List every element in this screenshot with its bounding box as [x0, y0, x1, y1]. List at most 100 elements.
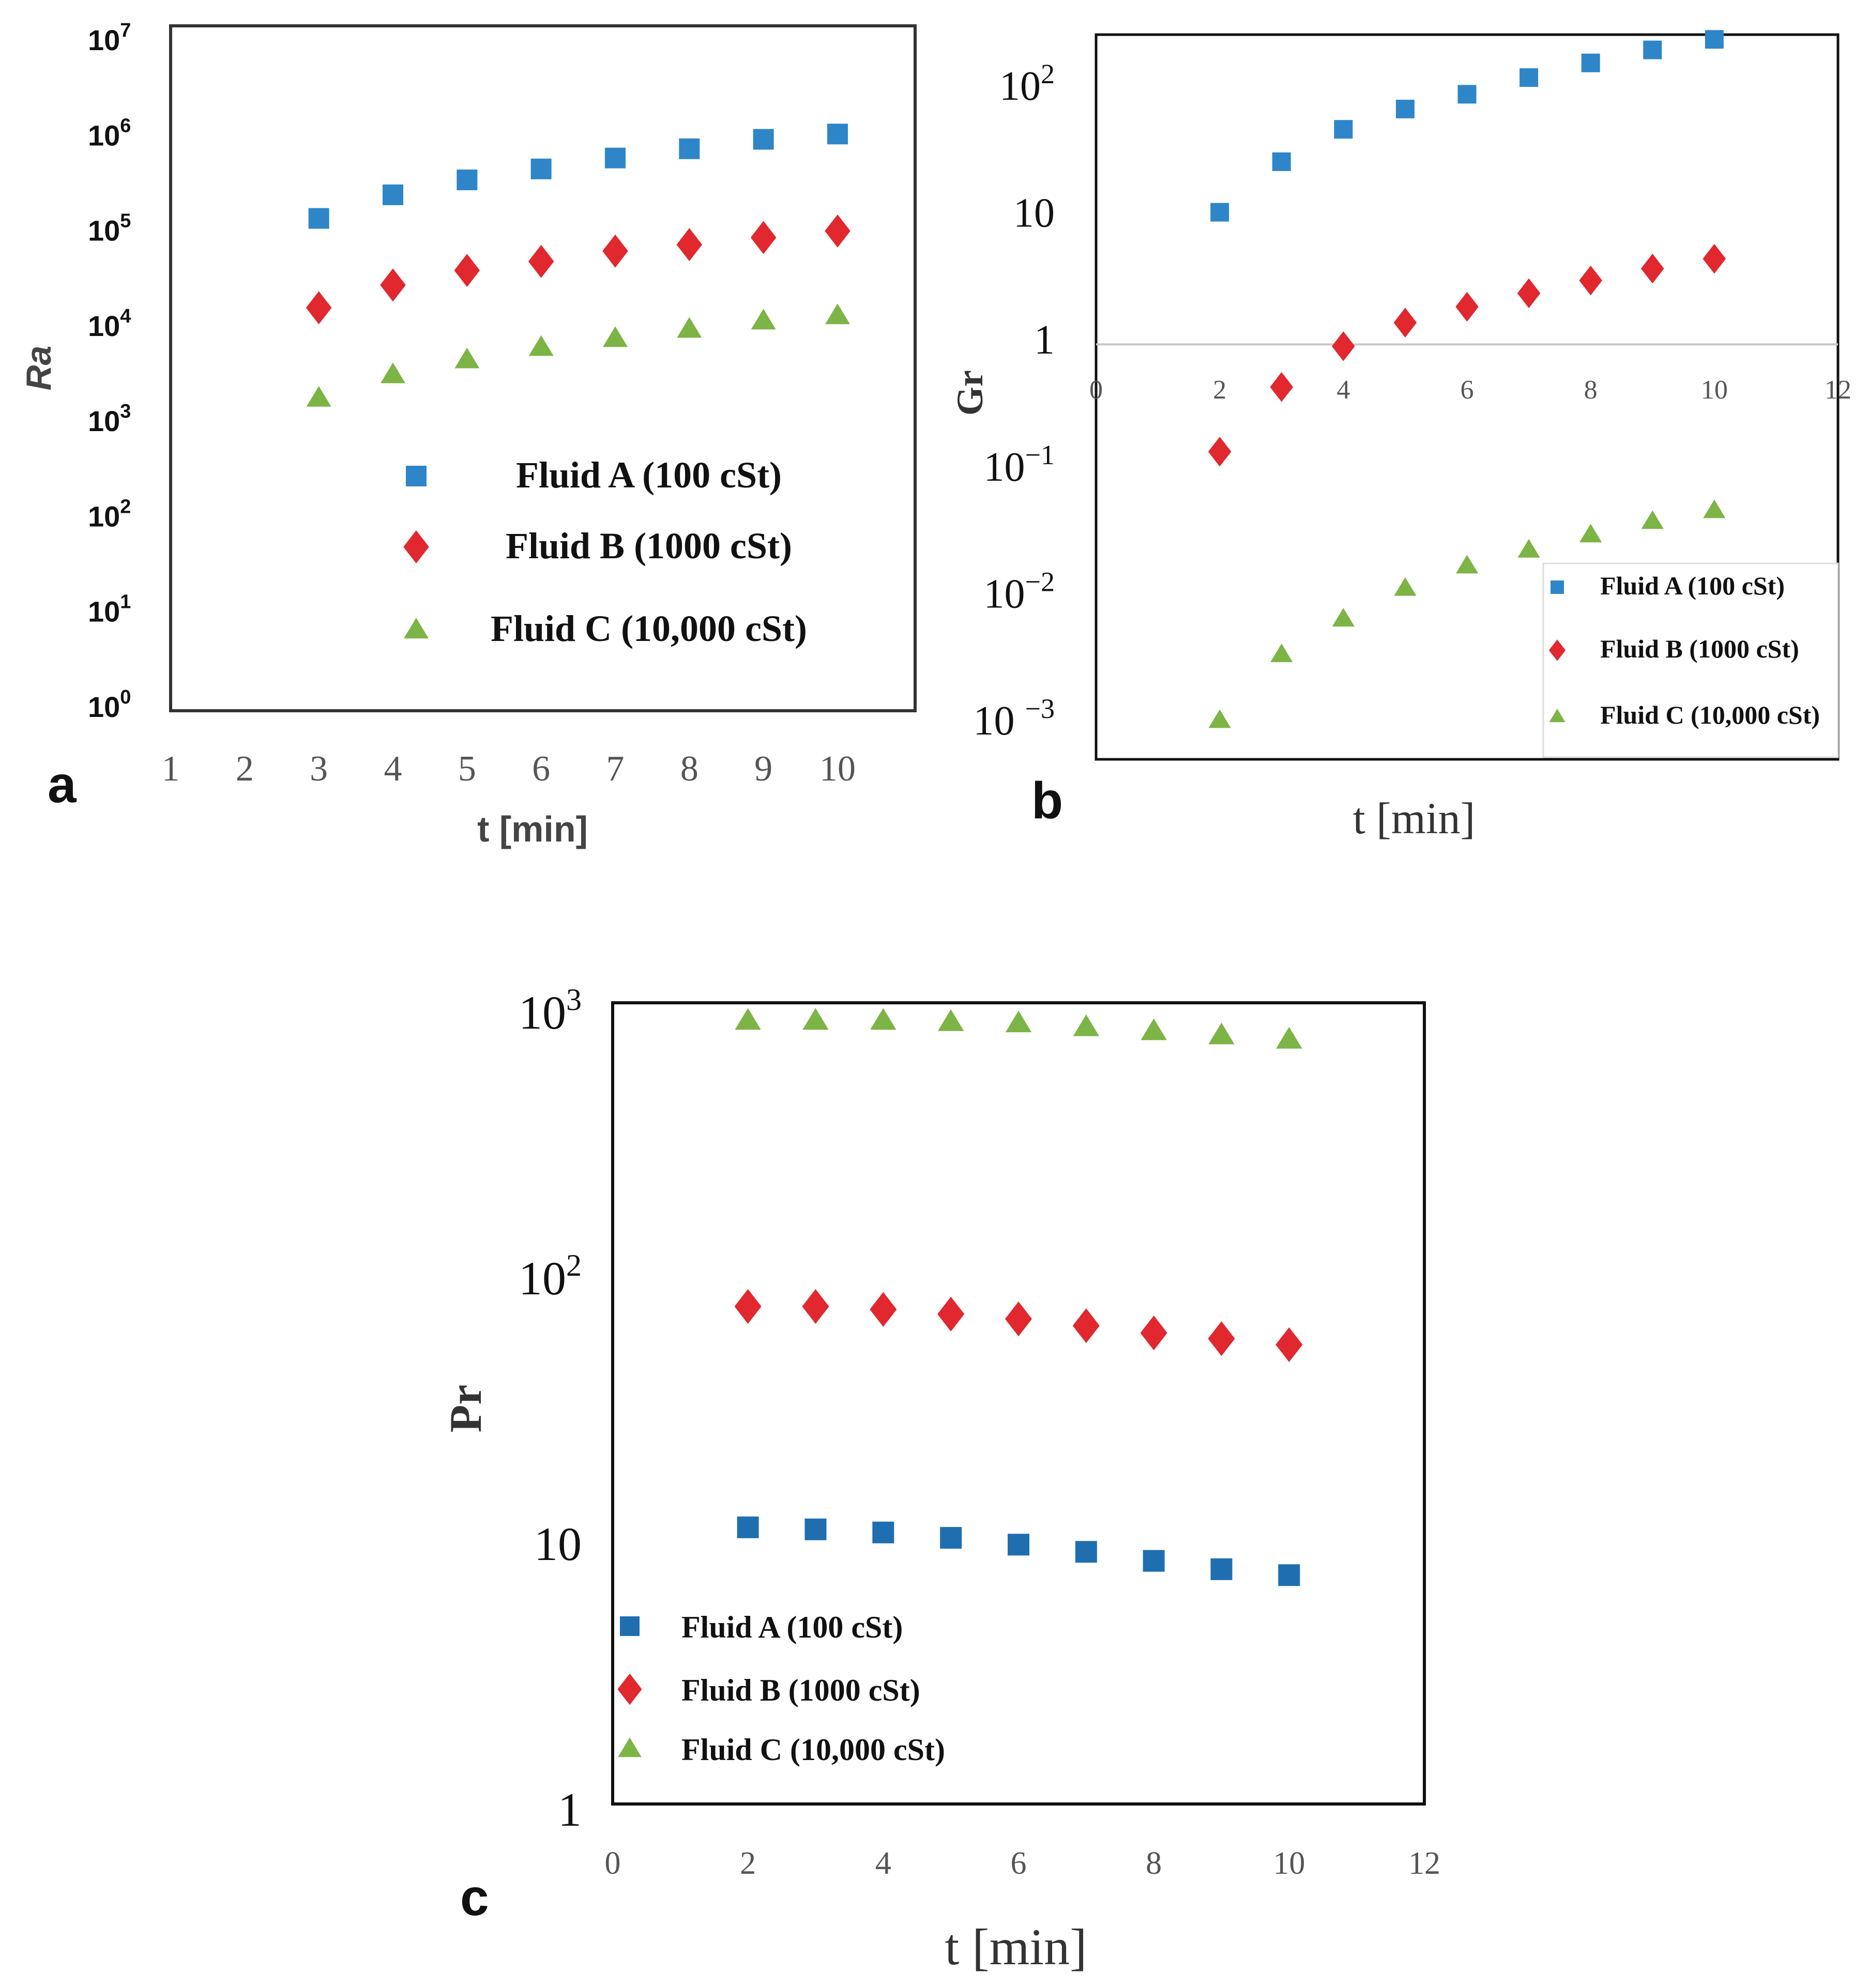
fluid-c-point	[1641, 510, 1664, 529]
legend-box-b	[1542, 562, 1839, 758]
y-tick-base: 10	[534, 1518, 582, 1570]
y-tick-label-c: 10	[534, 1518, 582, 1570]
fluid-b-point	[1140, 1316, 1167, 1351]
x-tick-label-c: 4	[875, 1846, 891, 1881]
fluid-b-point	[676, 228, 703, 262]
y-tick-base: 10	[984, 445, 1025, 490]
x-tick-label-a: 2	[236, 749, 254, 789]
fluid-b-point	[1455, 292, 1479, 322]
y-tick-base: 10	[984, 571, 1025, 617]
fluid-c-point	[1276, 1027, 1302, 1049]
fluid-c-point	[1005, 1011, 1032, 1033]
fluid-c-point	[802, 1008, 829, 1030]
fluid-c-point	[454, 347, 480, 369]
y-tick-exponent: 0	[120, 686, 131, 708]
y-axis-label-a: Ra	[19, 346, 58, 391]
fluid-b-point	[454, 254, 480, 287]
legend-marker	[1551, 580, 1564, 594]
y-tick-label-a: 103	[88, 401, 131, 437]
y-axis-label-c: Pr	[441, 1385, 491, 1433]
y-tick-base: 1	[558, 1783, 582, 1836]
y-tick-exponent: 4	[120, 305, 131, 327]
fluid-c-point	[1073, 1014, 1100, 1036]
legend-marker	[1548, 639, 1566, 661]
x-tick-label-c: 2	[740, 1846, 756, 1881]
x-tick-label-c: 10	[1273, 1846, 1305, 1881]
x-tick-label-a: 8	[680, 749, 698, 789]
y-tick-base: 10	[88, 405, 120, 437]
legend-marker	[620, 1616, 640, 1636]
fluid-b-point	[825, 214, 850, 248]
y-tick-base: 10	[88, 500, 120, 532]
fluid-c-point	[1517, 539, 1540, 558]
y-tick-exponent: 1	[120, 591, 131, 613]
y-tick-exponent: 5	[120, 210, 131, 232]
fluid-a-point	[679, 138, 700, 159]
x-tick-label-a: 9	[754, 749, 772, 789]
fluid-b-point	[1208, 1321, 1235, 1356]
fluid-c-point	[1703, 499, 1726, 518]
y-tick-exponent: 7	[120, 20, 131, 41]
fluid-a-point	[1278, 1564, 1300, 1586]
legend-marker	[617, 1673, 642, 1705]
legend-label: Fluid C (10,000 cSt)	[491, 608, 807, 649]
plot-frame-a	[169, 24, 917, 712]
y-tick-label-a: 105	[88, 210, 131, 247]
y-tick-exponent: −1	[1025, 439, 1055, 470]
fluid-a-point	[940, 1527, 962, 1549]
y-tick-label-a: 106	[88, 115, 131, 151]
fluid-c-point	[1208, 1022, 1235, 1045]
y-tick-label-b: 1	[1034, 317, 1055, 363]
y-tick-label-c: 102	[519, 1248, 582, 1305]
fluid-a-point	[1008, 1534, 1029, 1556]
x-tick-label-c: 12	[1408, 1846, 1440, 1881]
fluid-a-point	[737, 1516, 759, 1538]
fluid-a-point	[872, 1521, 894, 1543]
fluid-b-point	[750, 221, 777, 254]
x-tick-label-a: 5	[458, 749, 476, 789]
fluid-b-point	[306, 291, 332, 325]
panel-letter-c: c	[460, 1869, 489, 1926]
y-tick-exponent: 3	[566, 983, 582, 1017]
fluid-b-point	[937, 1296, 965, 1332]
y-tick-base: 10	[88, 24, 120, 56]
fluid-b-point	[528, 244, 554, 278]
y-tick-label-a: 102	[88, 496, 131, 532]
y-tick-exponent: 3	[120, 401, 131, 422]
fluid-b-point	[870, 1292, 897, 1327]
fluid-a-point	[1705, 30, 1724, 49]
legend-marker	[1549, 709, 1566, 723]
plot-frame-b	[1095, 33, 1840, 761]
x-tick-label-b: 4	[1336, 375, 1350, 405]
fluid-c-point	[306, 386, 331, 407]
fluid-b-point	[380, 268, 406, 302]
x-tick-label-b: 8	[1584, 375, 1598, 405]
fluid-b-point	[1072, 1308, 1100, 1343]
x-tick-label-b: 10	[1701, 375, 1728, 405]
legend-marker	[403, 530, 429, 563]
y-tick-base: 1	[1034, 317, 1055, 363]
legend-label: Fluid C (10,000 cSt)	[681, 1733, 945, 1767]
fluid-a-point	[1519, 68, 1539, 87]
fluid-b-point	[1393, 308, 1417, 338]
x-tick-label-c: 8	[1146, 1846, 1162, 1881]
y-tick-label-a: 101	[88, 591, 131, 628]
panel-letter-b: b	[1031, 772, 1063, 830]
x-tick-label-a: 7	[606, 749, 625, 789]
fluid-c-point	[1141, 1018, 1167, 1041]
fluid-a-point	[1143, 1550, 1165, 1572]
legend-label: Fluid A (100 cSt)	[681, 1610, 903, 1644]
y-tick-label-c: 1	[558, 1783, 582, 1836]
fluid-b-point	[1332, 331, 1355, 361]
y-tick-base: 10	[88, 691, 120, 723]
y-tick-exponent: 2	[120, 496, 131, 517]
legend-label: Fluid B (1000 cSt)	[506, 525, 792, 567]
legend-label: Fluid C (10,000 cSt)	[1600, 700, 1820, 729]
fluid-c-point	[1208, 709, 1231, 728]
legend-marker	[618, 1737, 642, 1757]
fluid-c-point	[1270, 644, 1293, 663]
y-tick-base: 10	[88, 310, 120, 342]
fluid-a-point	[1210, 203, 1229, 222]
